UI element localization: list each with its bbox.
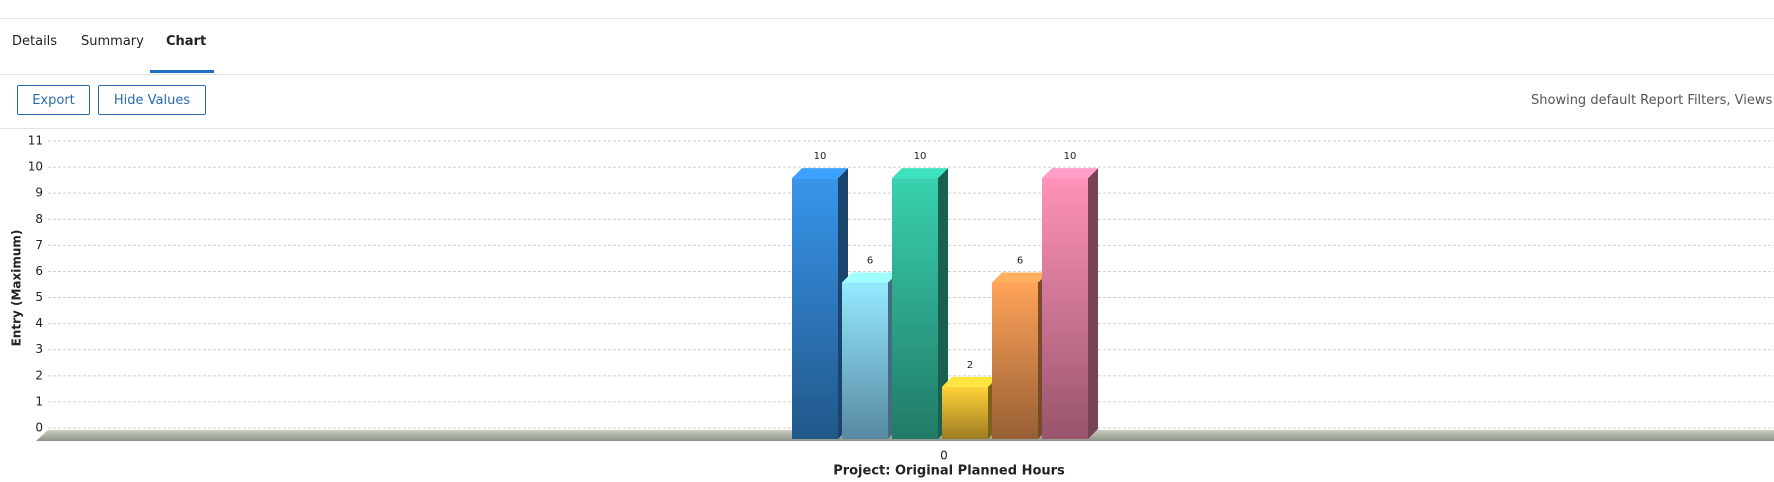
bar-front <box>792 178 838 439</box>
bar-side <box>1088 168 1098 439</box>
data-label: 10 <box>914 151 927 162</box>
tab[interactable]: Chart <box>166 34 207 49</box>
bar <box>892 168 948 439</box>
toolbar-separator <box>0 128 1774 129</box>
tab-separator <box>0 74 1774 75</box>
data-label: 2 <box>967 360 973 371</box>
button[interactable]: Hide Values <box>98 85 206 115</box>
bar-front <box>942 386 988 439</box>
button[interactable]: Export <box>17 85 90 115</box>
x-axis-label: Project: Original Planned Hours <box>833 464 1065 479</box>
bar-front <box>892 178 938 439</box>
bar <box>1042 168 1098 439</box>
tab[interactable]: Details <box>12 34 58 49</box>
bar <box>942 376 998 439</box>
data-label: 6 <box>1017 255 1023 266</box>
top-border <box>0 18 1774 19</box>
bar-front <box>1042 178 1088 439</box>
bar-top <box>942 376 998 387</box>
y-tick-label: 4 <box>35 316 43 330</box>
y-tick-label: 10 <box>28 160 43 174</box>
bar-top <box>892 168 948 179</box>
bar-top <box>992 272 1048 283</box>
y-tick-label: 11 <box>28 134 43 148</box>
y-tick-label: 3 <box>35 342 43 356</box>
bar-top <box>1042 168 1098 179</box>
y-tick-label: 1 <box>35 394 43 408</box>
y-tick-label: 7 <box>35 238 43 252</box>
bar <box>992 272 1048 439</box>
bar-front <box>992 282 1038 439</box>
y-tick-label: 9 <box>35 186 43 200</box>
y-tick-label: 2 <box>35 368 43 382</box>
bar-top <box>842 272 898 283</box>
data-label: 10 <box>1064 151 1077 162</box>
bar-top <box>792 168 848 179</box>
y-axis-label: Entry (Maximum) <box>10 230 24 347</box>
y-tick-label: 5 <box>35 290 43 304</box>
bar-front <box>842 282 888 439</box>
bar-side <box>938 168 948 439</box>
data-label: 10 <box>814 151 827 162</box>
y-tick-label: 8 <box>35 212 43 226</box>
y-tick-label: 0 <box>35 421 43 435</box>
x-tick-label: 0 <box>940 449 948 463</box>
active-tab-indicator <box>150 70 214 73</box>
tab[interactable]: Summary <box>81 34 144 49</box>
y-tick-label: 6 <box>35 264 43 278</box>
data-label: 6 <box>867 255 873 266</box>
bar <box>792 168 848 439</box>
status-text: Showing default Report Filters, Views ar <box>1531 93 1774 108</box>
bar <box>842 272 898 439</box>
